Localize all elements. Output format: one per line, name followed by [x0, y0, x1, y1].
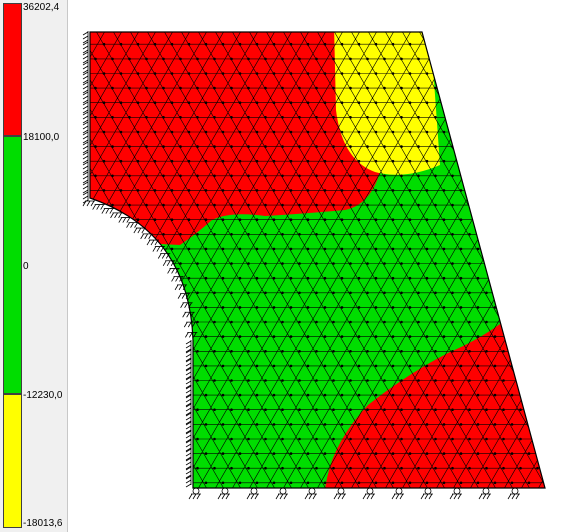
stress-region-low: [334, 32, 440, 175]
legend-band-high: [3, 3, 22, 136]
legend-label-lower: -12230,0: [23, 390, 63, 401]
stress-region-high-top: [90, 32, 380, 245]
legend-label-zero: 0: [23, 261, 29, 272]
legend-band-low: [3, 394, 22, 528]
legend-band-mid: [3, 136, 22, 394]
color-legend: 36202,4 18100,0 0 -12230,0 -18013,6: [0, 0, 68, 532]
plate-outline: [89, 31, 546, 489]
stress-contour: [90, 32, 545, 488]
legend-label-min: -18013,6: [23, 518, 63, 529]
support-symbols: [82, 31, 520, 500]
legend-label-upper: 18100,0: [23, 132, 60, 143]
fem-mesh-view[interactable]: [70, 0, 564, 532]
legend-label-max: 36202,4: [23, 2, 60, 13]
